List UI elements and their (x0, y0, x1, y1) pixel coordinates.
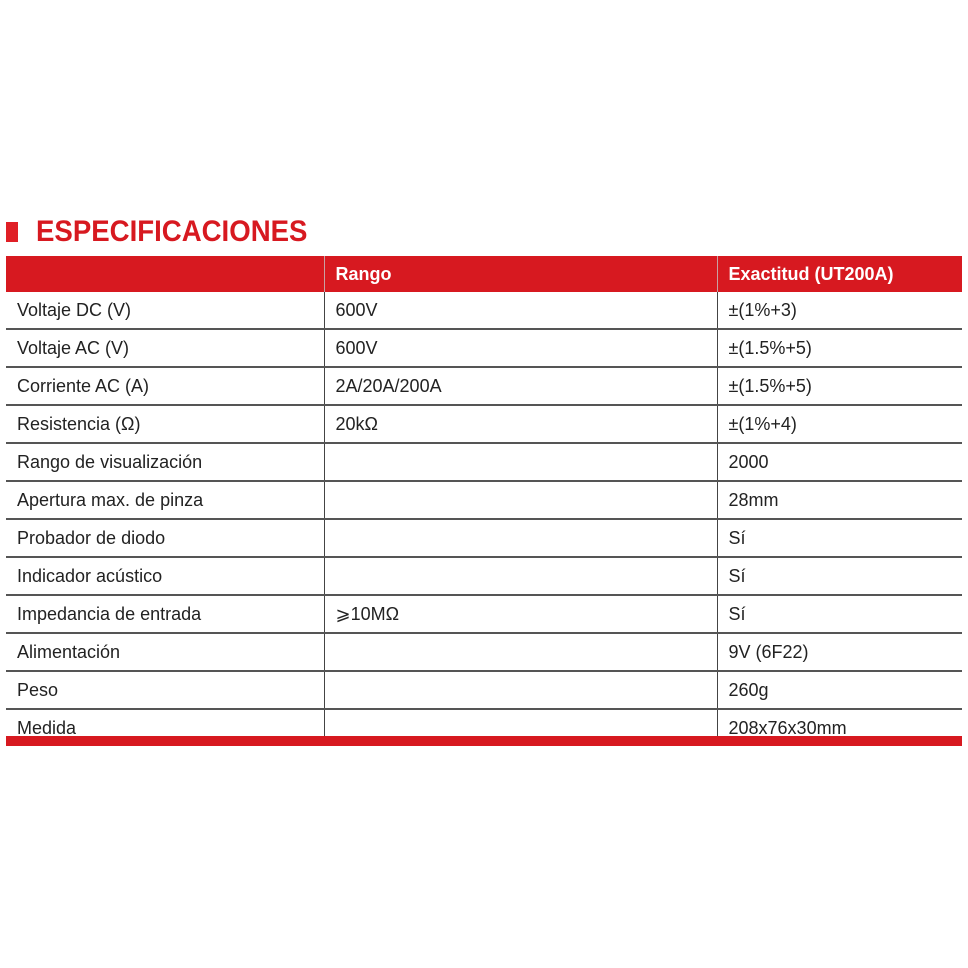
cell-parameter: Peso (6, 670, 324, 709)
table-row: Peso 260g (6, 670, 962, 709)
header-parameter (6, 256, 324, 292)
table-header-row: Rango Exactitud (UT200A) (6, 256, 962, 292)
cell-range (323, 480, 717, 519)
table-row: Impedancia de entrada ⩾10MΩ Sí (6, 594, 962, 633)
table-row: Corriente AC (A) 2A/20A/200A ±(1.5%+5) (6, 366, 962, 405)
cell-range: 20kΩ (323, 404, 717, 443)
cell-range (323, 632, 717, 671)
cell-range: 600V (323, 292, 717, 329)
table-row: Probador de diodo Sí (6, 518, 962, 557)
table-row: Voltaje AC (V) 600V ±(1.5%+5) (6, 328, 962, 367)
cell-parameter: Voltaje AC (V) (6, 328, 324, 367)
page-title: ESPECIFICACIONES (36, 215, 308, 248)
cell-parameter: Rango de visualización (6, 442, 324, 481)
cell-parameter: Apertura max. de pinza (6, 480, 324, 519)
cell-range: ⩾10MΩ (323, 594, 717, 633)
table-row: Apertura max. de pinza 28mm (6, 480, 962, 519)
cell-parameter: Resistencia (Ω) (6, 404, 324, 443)
cell-accuracy: ±(1.5%+5) (716, 328, 962, 367)
cell-parameter: Voltaje DC (V) (17, 299, 132, 320)
section-heading: ESPECIFICACIONES (6, 212, 331, 252)
cell-accuracy: 260g (716, 670, 962, 709)
cell-parameter: Probador de diodo (6, 518, 324, 557)
table-row: Rango de visualización 2000 (6, 442, 962, 481)
table-row: Alimentación 9V (6F22) (6, 632, 962, 671)
cell-range (323, 518, 717, 557)
cell-accuracy: 2000 (716, 442, 962, 481)
header-range: Rango (323, 256, 717, 292)
cell-range (323, 670, 717, 709)
heading-marker (6, 222, 18, 242)
cell-accuracy: ±(1.5%+5) (716, 366, 962, 405)
specifications-table: Rango Exactitud (UT200A) Voltaje DC (V) 6… (6, 256, 962, 746)
cell-accuracy: ±(1%+4) (716, 404, 962, 443)
cell-range (323, 556, 717, 595)
cell-accuracy: ±(1%+3) (716, 292, 962, 329)
table-row: Voltaje DC (V) 600V ±(1%+3) (6, 292, 962, 329)
cell-parameter: Indicador acústico (6, 556, 324, 595)
cell-accuracy: Sí (716, 556, 962, 595)
header-accuracy: Exactitud (UT200A) (716, 256, 962, 292)
cell-parameter: Alimentación (6, 632, 324, 671)
cell-range: 600V (323, 328, 717, 367)
cell-accuracy: Sí (716, 518, 962, 557)
cell-accuracy: 28mm (716, 480, 962, 519)
table-bottom-bar (6, 736, 962, 746)
table-row: Resistencia (Ω) 20kΩ ±(1%+4) (6, 404, 962, 443)
cell-accuracy: Sí (716, 594, 962, 633)
cell-range (323, 442, 717, 481)
table-row: Indicador acústico Sí (6, 556, 962, 595)
cell-parameter: Corriente AC (A) (6, 366, 324, 405)
cell-range: 2A/20A/200A (323, 366, 717, 405)
cell-accuracy: 9V (6F22) (716, 632, 962, 671)
cell-parameter: Impedancia de entrada (6, 594, 324, 633)
